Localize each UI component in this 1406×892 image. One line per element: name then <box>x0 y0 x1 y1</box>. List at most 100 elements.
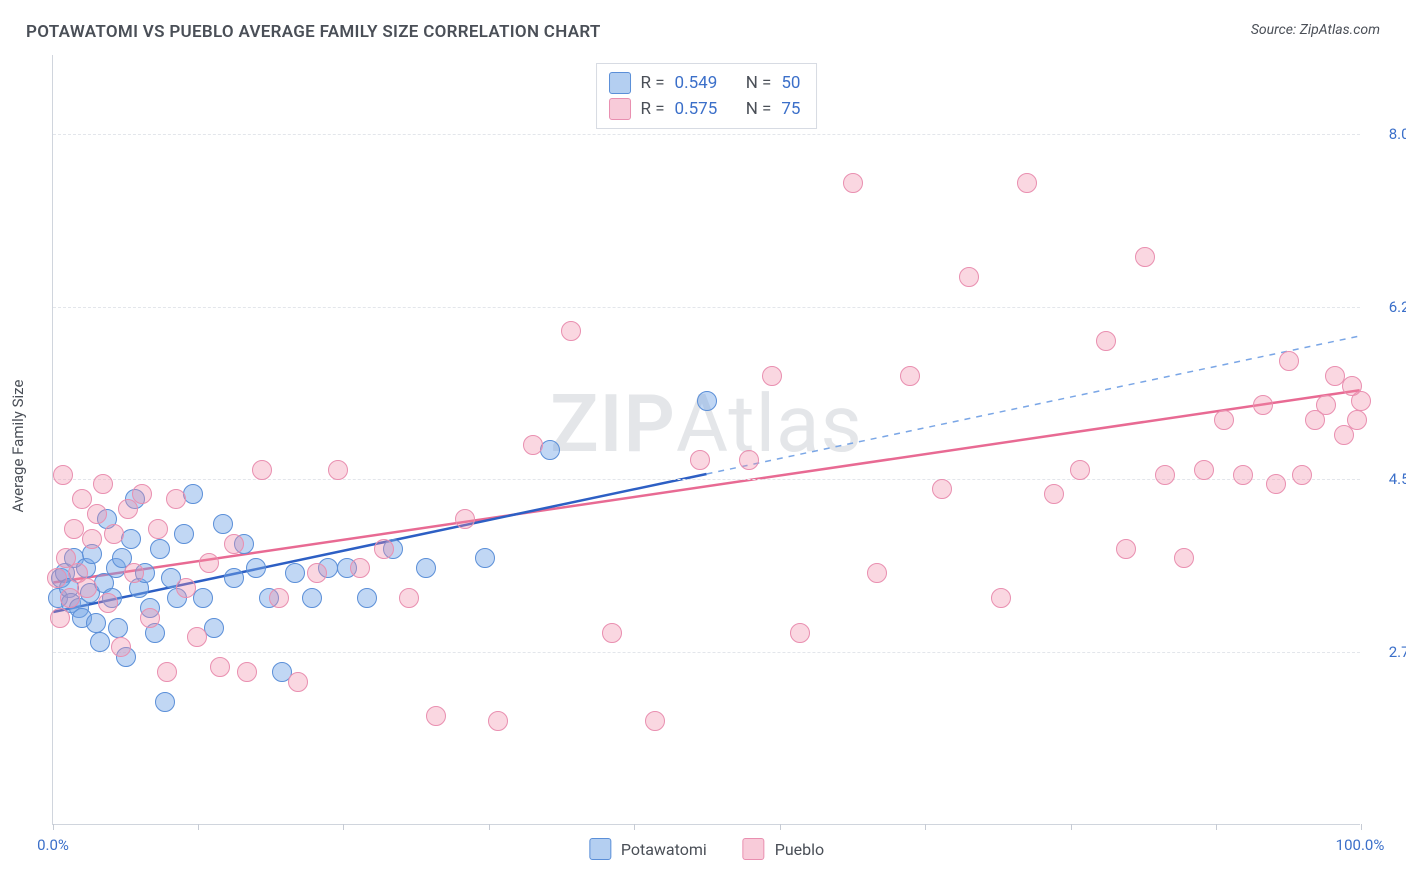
data-point <box>867 563 887 583</box>
data-point <box>148 519 168 539</box>
y-tick-label: 2.75 <box>1368 643 1406 661</box>
swatch-pink-icon <box>743 838 765 860</box>
source-prefix: Source: <box>1251 22 1300 38</box>
data-point <box>183 484 203 504</box>
data-point <box>204 618 224 638</box>
data-point <box>1214 410 1234 430</box>
data-point <box>455 509 475 529</box>
data-point <box>932 479 952 499</box>
x-tick-mark <box>343 824 344 830</box>
data-point <box>93 474 113 494</box>
n-label: N = <box>746 70 772 96</box>
data-point <box>1279 351 1299 371</box>
x-max-label: 100.0% <box>1336 836 1385 854</box>
x-tick-mark <box>489 824 490 830</box>
data-point <box>790 623 810 643</box>
data-point <box>350 558 370 578</box>
r-label: R = <box>641 96 665 122</box>
data-point <box>645 711 665 731</box>
x-tick-mark <box>198 824 199 830</box>
y-axis-label: Average Family Size <box>9 380 27 513</box>
series-legend: Potawatomi Pueblo <box>589 838 824 860</box>
gridline <box>53 307 1360 308</box>
data-point <box>213 514 233 534</box>
trend-line <box>53 390 1359 582</box>
data-point <box>155 692 175 712</box>
swatch-pink-icon <box>609 98 631 120</box>
data-point <box>199 553 219 573</box>
r-value-pueblo: 0.575 <box>675 96 718 122</box>
source-label: Source: ZipAtlas.com <box>1251 22 1380 38</box>
x-tick-mark <box>1361 824 1362 830</box>
n-value-potawatomi: 50 <box>781 70 800 96</box>
data-point <box>1292 465 1312 485</box>
data-point <box>697 391 717 411</box>
n-value-pueblo: 75 <box>781 96 800 122</box>
data-point <box>690 450 710 470</box>
data-point <box>1174 548 1194 568</box>
data-point <box>1070 460 1090 480</box>
data-point <box>302 588 322 608</box>
data-point <box>140 608 160 628</box>
data-point <box>1316 395 1336 415</box>
legend-item-pueblo: Pueblo <box>743 838 824 860</box>
x-tick-mark <box>925 824 926 830</box>
data-point <box>86 613 106 633</box>
data-point <box>488 711 508 731</box>
data-point <box>224 534 244 554</box>
r-label: R = <box>641 70 665 96</box>
legend-label: Potawatomi <box>621 840 707 859</box>
data-point <box>1044 484 1064 504</box>
x-tick-mark <box>1071 824 1072 830</box>
x-tick-mark <box>53 824 54 830</box>
data-point <box>739 450 759 470</box>
data-point <box>150 539 170 559</box>
source-name: ZipAtlas.com <box>1300 22 1380 38</box>
y-tick-label: 6.25 <box>1368 298 1406 316</box>
data-point <box>328 460 348 480</box>
legend-item-potawatomi: Potawatomi <box>589 838 707 860</box>
data-point <box>540 440 560 460</box>
data-point <box>288 672 308 692</box>
scatter-plot: ZIPAtlas R = 0.549 N = 50 R = 0.575 N = … <box>52 55 1360 825</box>
x-tick-mark <box>780 824 781 830</box>
data-point <box>561 321 581 341</box>
data-point <box>991 588 1011 608</box>
data-point <box>1194 460 1214 480</box>
data-point <box>900 366 920 386</box>
data-point <box>475 548 495 568</box>
trend-lines-layer <box>53 55 1360 824</box>
data-point <box>1347 410 1367 430</box>
data-point <box>426 706 446 726</box>
data-point <box>47 568 67 588</box>
x-tick-mark <box>1216 824 1217 830</box>
data-point <box>285 563 305 583</box>
gridline <box>53 134 1360 135</box>
data-point <box>87 504 107 524</box>
data-point <box>82 529 102 549</box>
data-point <box>132 484 152 504</box>
data-point <box>269 588 289 608</box>
chart-title: POTAWATOMI VS PUEBLO AVERAGE FAMILY SIZE… <box>26 22 601 42</box>
data-point <box>157 662 177 682</box>
stats-row-pueblo: R = 0.575 N = 75 <box>609 96 801 122</box>
data-point <box>98 593 118 613</box>
data-point <box>602 623 622 643</box>
data-point <box>224 568 244 588</box>
data-point <box>121 529 141 549</box>
data-point <box>399 588 419 608</box>
data-point <box>53 465 73 485</box>
r-value-potawatomi: 0.549 <box>675 70 718 96</box>
data-point <box>1266 474 1286 494</box>
data-point <box>90 632 110 652</box>
data-point <box>72 489 92 509</box>
gridline <box>53 652 1360 653</box>
data-point <box>1116 539 1136 559</box>
stats-row-potawatomi: R = 0.549 N = 50 <box>609 70 801 96</box>
data-point <box>124 563 144 583</box>
swatch-blue-icon <box>609 72 631 94</box>
n-label: N = <box>746 96 772 122</box>
data-point <box>111 637 131 657</box>
legend-label: Pueblo <box>775 840 824 859</box>
x-tick-mark <box>634 824 635 830</box>
